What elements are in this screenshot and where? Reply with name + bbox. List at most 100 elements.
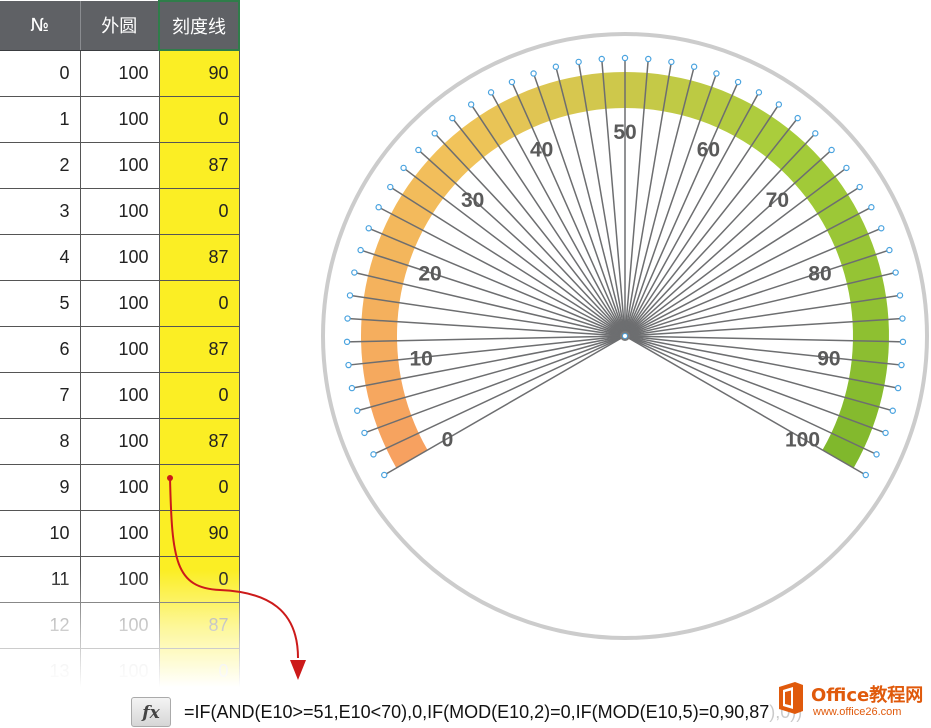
gauge-band-segment [538,80,569,121]
table-row: 2 100 87 [0,142,240,189]
gauge-tick-line [348,335,626,366]
cell-no[interactable]: 5 [0,280,81,327]
gauge-band-segment [361,340,399,364]
gauge-tick-marker [467,101,475,108]
cell-scale-line[interactable]: 87 [159,142,240,189]
cell-no[interactable]: 4 [0,234,81,281]
gauge-band-segment [444,129,484,170]
gauge-band-segment [361,297,400,322]
gauge-tick-line [403,167,626,337]
cell-scale-line[interactable]: 87 [159,418,240,465]
cell-no[interactable]: 0 [0,50,81,97]
gauge-band-segment [717,94,753,137]
gauge-tick-line [624,186,861,337]
cell-outer-circle[interactable]: 100 [80,326,160,373]
cell-scale-line[interactable]: 87 [159,326,240,373]
gauge-tick-marker [894,384,902,392]
cell-outer-circle[interactable]: 100 [80,510,160,557]
cell-no[interactable]: 6 [0,326,81,373]
gauge-tick-marker [431,130,438,137]
cell-scale-line[interactable]: 0 [159,464,240,511]
gauge-tick-marker [668,58,675,66]
cell-no[interactable]: 9 [0,464,81,511]
gauge-tick-marker [381,471,388,479]
cell-scale-line[interactable]: 0 [159,188,240,235]
gauge-band-segment [363,275,404,303]
cell-outer-circle[interactable]: 100 [80,418,160,465]
gauge-tick-line [354,271,626,337]
gauge-tick-line [470,104,626,337]
watermark: Office教程网 www.office26.com [769,676,931,728]
gauge-tick-line [624,335,903,343]
gauge-tick-marker [530,70,537,77]
gauge-tick-line [532,73,626,337]
gauge-tick-line [624,335,877,456]
cell-outer-circle[interactable]: 100 [80,372,160,419]
cell-no[interactable]: 3 [0,188,81,235]
gauge-tick-marker [348,384,356,392]
gauge-scale-label: 0 [442,429,454,452]
cell-no[interactable]: 2 [0,142,81,189]
gauge-tick-marker [621,54,629,62]
gauge-scale-label: 10 [409,347,432,370]
cell-scale-line[interactable]: 0 [159,372,240,419]
gauge-band-segment [822,433,864,468]
gauge-scale-label: 40 [530,139,553,162]
gauge-tick-marker [755,89,763,96]
gauge-tick-marker [400,164,407,172]
gauge-band-segment [428,143,469,184]
cell-outer-circle[interactable]: 100 [80,188,160,235]
column-header-scale-line[interactable]: 刻度线 [158,0,240,51]
gauge-tick-marker [828,146,835,154]
gauge-chart: 0 10 20 30 40 50 60 70 80 90 100 [321,32,929,640]
cell-outer-circle[interactable]: 100 [80,96,160,143]
gauge-tick-marker [552,63,560,70]
gauge-band-segment [402,176,444,214]
gauge-tick-line [624,335,867,476]
gauge-tick-marker [892,269,899,276]
gauge-tick-line [434,132,626,337]
gauge-tick-line [383,335,626,476]
gauge-tick-line [624,335,899,389]
gauge-scale-label: 20 [418,263,441,286]
gauge-band-segment [681,80,712,121]
cell-no[interactable]: 10 [0,510,81,557]
column-header-outer-circle[interactable]: 外圆 [80,1,160,51]
cell-no[interactable]: 7 [0,372,81,419]
gauge-tick-line [600,58,626,337]
gauge-tick-marker [449,114,456,122]
gauge-scale-label: 90 [817,347,840,370]
gauge-tick-line [624,167,847,337]
gauge-scale-label: 100 [785,429,820,452]
cell-outer-circle[interactable]: 100 [80,464,160,511]
cell-outer-circle[interactable]: 100 [80,234,160,281]
gauge-tick-marker [899,338,907,346]
gauge-tick-line [349,294,626,337]
gauge-tick-line [555,66,626,337]
cell-scale-line[interactable]: 90 [159,50,240,97]
cell-outer-circle[interactable]: 100 [80,142,160,189]
cell-no[interactable]: 1 [0,96,81,143]
gauge-tick-line [490,92,626,337]
gauge-tick-marker [645,55,652,63]
table-row: 9 100 0 [0,464,240,511]
gauge-tick-marker [856,183,863,191]
cell-scale-line[interactable]: 0 [159,280,240,327]
formula-text[interactable]: =IF(AND(E10>=51,E10<70),0,IF(MOD(E10,2)=… [184,702,803,722]
gauge-scale-label: 80 [808,263,831,286]
cell-scale-line[interactable]: 0 [159,96,240,143]
gauge-band-segment [580,72,606,112]
gauge-tick-marker [882,429,889,437]
cell-outer-circle[interactable]: 100 [80,280,160,327]
gauge-hub-marker [622,333,628,339]
gauge-tick-marker [508,78,516,86]
fx-icon[interactable]: fx [131,697,171,727]
gauge-band-segment [851,340,889,364]
column-header-no[interactable]: № [0,1,81,51]
gauge-tick-line [347,317,626,337]
gauge-band-segment [806,176,848,214]
cell-no[interactable]: 8 [0,418,81,465]
gauge-tick-marker [357,246,364,254]
cell-outer-circle[interactable]: 100 [80,50,160,97]
cell-scale-line[interactable]: 87 [159,234,240,281]
